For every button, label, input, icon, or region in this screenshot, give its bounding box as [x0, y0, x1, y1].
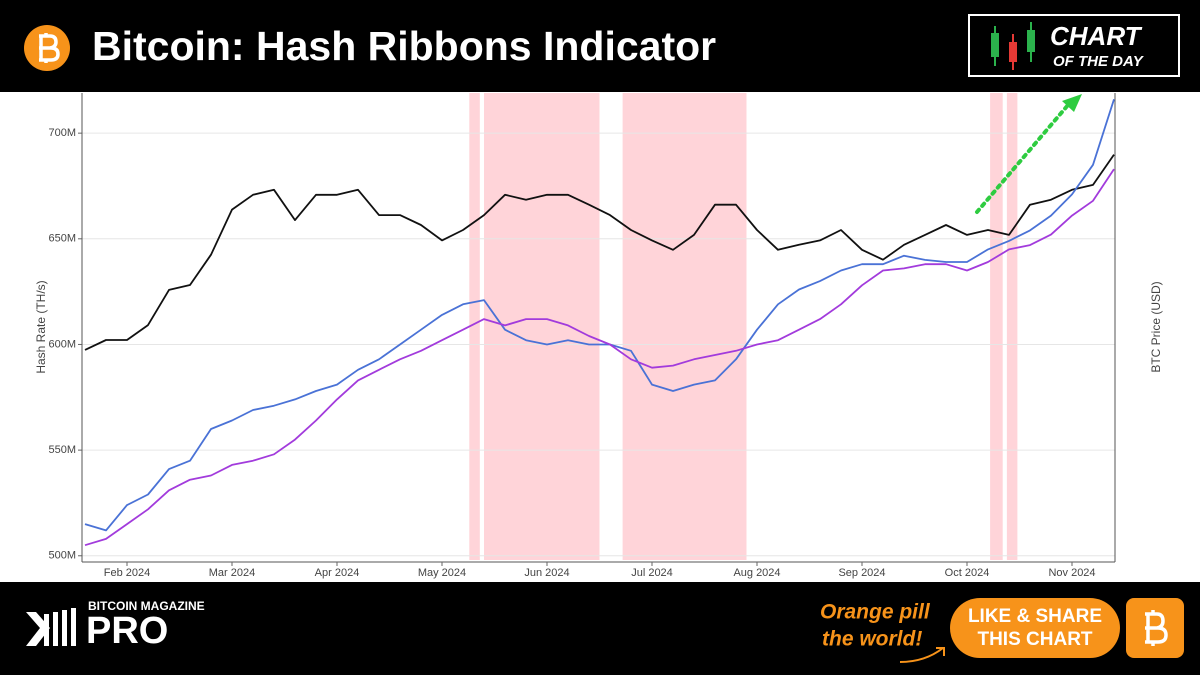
x-tick-label: Oct 2024 — [945, 567, 990, 579]
bitcoin-glyph — [39, 33, 60, 63]
x-tick-label: Nov 2024 — [1048, 567, 1095, 579]
x-tick-label: Sep 2024 — [838, 567, 885, 579]
capitulation-band — [622, 93, 747, 560]
candles-icon — [991, 22, 1035, 70]
x-tick-label: Mar 2024 — [209, 567, 255, 579]
y-tick-label: 600M — [48, 338, 76, 350]
x-tick-label: Apr 2024 — [315, 567, 360, 579]
trend-arrow — [975, 103, 1070, 214]
series-line — [84, 154, 1115, 351]
button-line2[interactable]: THIS CHART — [977, 629, 1092, 650]
x-tick-label: Feb 2024 — [104, 567, 150, 579]
capitulation-band — [469, 93, 480, 560]
plot-area: 500M 550M 600M 650M 700M Hash Rate (TH/s) BTC … — [34, 93, 1163, 579]
x-tick-label: Jul 2024 — [631, 567, 673, 579]
share-button[interactable] — [950, 598, 1120, 658]
x-tick-label: Jun 2024 — [524, 567, 569, 579]
brand-large: PRO — [86, 610, 168, 652]
page-title: Bitcoin: Hash Ribbons Indicator — [92, 23, 716, 69]
series-line — [84, 99, 1115, 532]
slogan-arrow — [899, 647, 945, 663]
capitulation-band — [990, 93, 1003, 560]
capitulation-band — [1006, 93, 1018, 560]
x-tick-label: May 2024 — [418, 567, 466, 579]
y-tick-label: 700M — [48, 127, 76, 139]
share-bitcoin-glyph — [1145, 610, 1168, 646]
brand-small: BITCOIN MAGAZINE — [88, 599, 205, 613]
badge — [968, 14, 1180, 77]
y-axis-label: Hash Rate (TH/s) — [34, 280, 48, 373]
capitulation-band — [484, 93, 600, 560]
button-line1[interactable]: LIKE & SHARE — [968, 606, 1102, 627]
y-tick-label: 500M — [48, 550, 76, 562]
y2-axis-label: BTC Price (USD) — [1149, 281, 1163, 372]
slogan-line2: the world! — [822, 628, 922, 651]
y-tick-label: 550M — [48, 444, 76, 456]
y-tick-label: 650M — [48, 233, 76, 245]
trend-arrowhead — [1062, 94, 1082, 112]
brand-logo — [26, 608, 76, 646]
series-line — [84, 168, 1115, 547]
slogan-line1: Orange pill — [820, 601, 931, 624]
badge-line1: CHART — [1050, 21, 1143, 51]
badge-line2: OF THE DAY — [1053, 53, 1145, 70]
x-tick-label: Aug 2024 — [733, 567, 780, 579]
